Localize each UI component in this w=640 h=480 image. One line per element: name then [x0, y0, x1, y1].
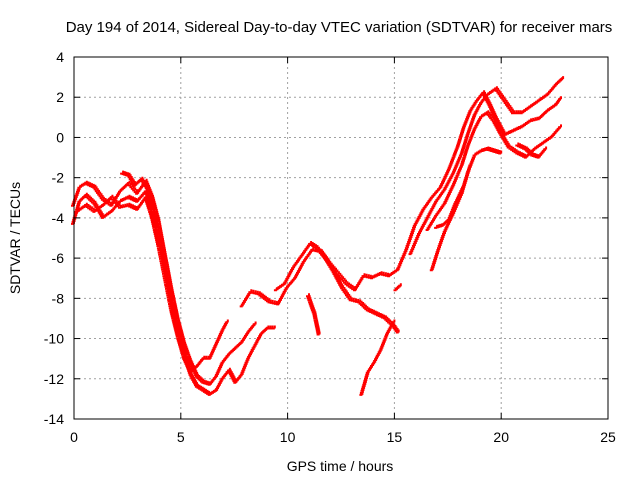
- y-tick-label: 2: [56, 89, 64, 105]
- data-trace: [71, 178, 257, 386]
- axis-ticks: 0 5 10 15 20 25 -14 -12 -10 -8 -6 -4 -2 0 2 4: [44, 49, 616, 445]
- data-trace: [408, 76, 565, 256]
- y-tick-label: -6: [52, 250, 65, 266]
- y-axis-label: SDTVAR / TECUs: [7, 182, 23, 294]
- data-trace: [434, 162, 473, 229]
- data-trace: [306, 293, 321, 336]
- x-tick-label: 25: [600, 429, 616, 445]
- y-tick-label: -12: [44, 371, 64, 387]
- grid-lines: [74, 57, 608, 419]
- x-tick-label: 15: [387, 429, 403, 445]
- y-tick-label: 4: [56, 49, 64, 65]
- y-tick-label: -2: [52, 170, 65, 186]
- data-series: [71, 76, 565, 396]
- y-tick-label: -14: [44, 411, 64, 427]
- data-trace: [120, 170, 150, 191]
- y-tick-label: 0: [56, 129, 64, 145]
- x-tick-label: 5: [177, 429, 185, 445]
- x-tick-label: 10: [280, 429, 296, 445]
- data-trace: [425, 110, 562, 231]
- data-trace: [359, 319, 396, 396]
- data-trace: [75, 194, 229, 374]
- y-tick-label: -10: [44, 331, 64, 347]
- data-trace: [393, 283, 402, 292]
- x-tick-label: 20: [493, 429, 509, 445]
- x-axis-label: GPS time / hours: [287, 458, 394, 474]
- y-tick-label: -4: [52, 210, 65, 226]
- chart-title: Day 194 of 2014, Sidereal Day-to-day VTE…: [66, 19, 613, 36]
- y-tick-label: -8: [52, 290, 65, 306]
- data-trace: [515, 142, 548, 159]
- x-tick-label: 0: [70, 429, 78, 445]
- plot-frame: [73, 56, 609, 420]
- data-trace: [273, 241, 400, 334]
